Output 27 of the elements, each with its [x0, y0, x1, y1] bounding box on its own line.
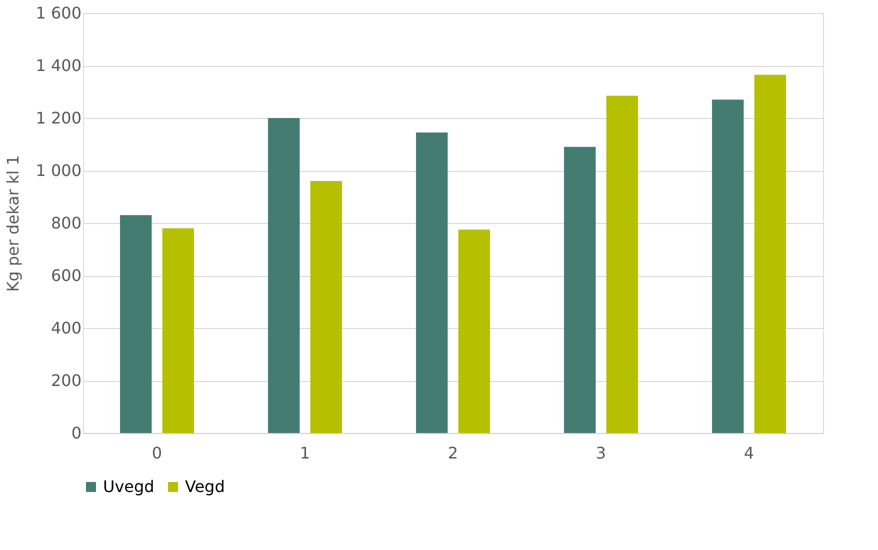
- x-tick-label: 4: [744, 444, 754, 462]
- legend-label: Uvegd: [103, 477, 154, 496]
- y-tick-label: 1 400: [36, 56, 82, 75]
- x-tick-label: 1: [300, 444, 310, 462]
- x-tick-label: 0: [152, 444, 162, 462]
- bar: [754, 74, 786, 433]
- bar: [310, 181, 342, 433]
- x-tick-label: 2: [448, 444, 458, 462]
- bar: [120, 215, 152, 433]
- x-tick-label: 3: [596, 444, 606, 462]
- bar: [564, 146, 596, 433]
- legend-label: Vegd: [185, 477, 225, 496]
- bar: [416, 132, 448, 433]
- y-tick-label: 800: [50, 214, 82, 232]
- bar: [712, 100, 744, 433]
- y-tick-label: 400: [50, 318, 82, 338]
- y-tick-label: 1 600: [36, 4, 82, 22]
- y-tick-label: 1 200: [36, 108, 82, 128]
- y-tick-label: 1 000: [36, 161, 82, 180]
- y-tick-label: 0: [71, 424, 82, 442]
- y-axis-title: Kg per dekar kl 1: [4, 155, 23, 292]
- y-tick-label: 600: [50, 266, 82, 285]
- bar: [162, 228, 194, 433]
- bar: [268, 118, 300, 433]
- bar: [458, 230, 490, 433]
- y-tick-label: 200: [50, 371, 82, 390]
- bar: [606, 96, 638, 433]
